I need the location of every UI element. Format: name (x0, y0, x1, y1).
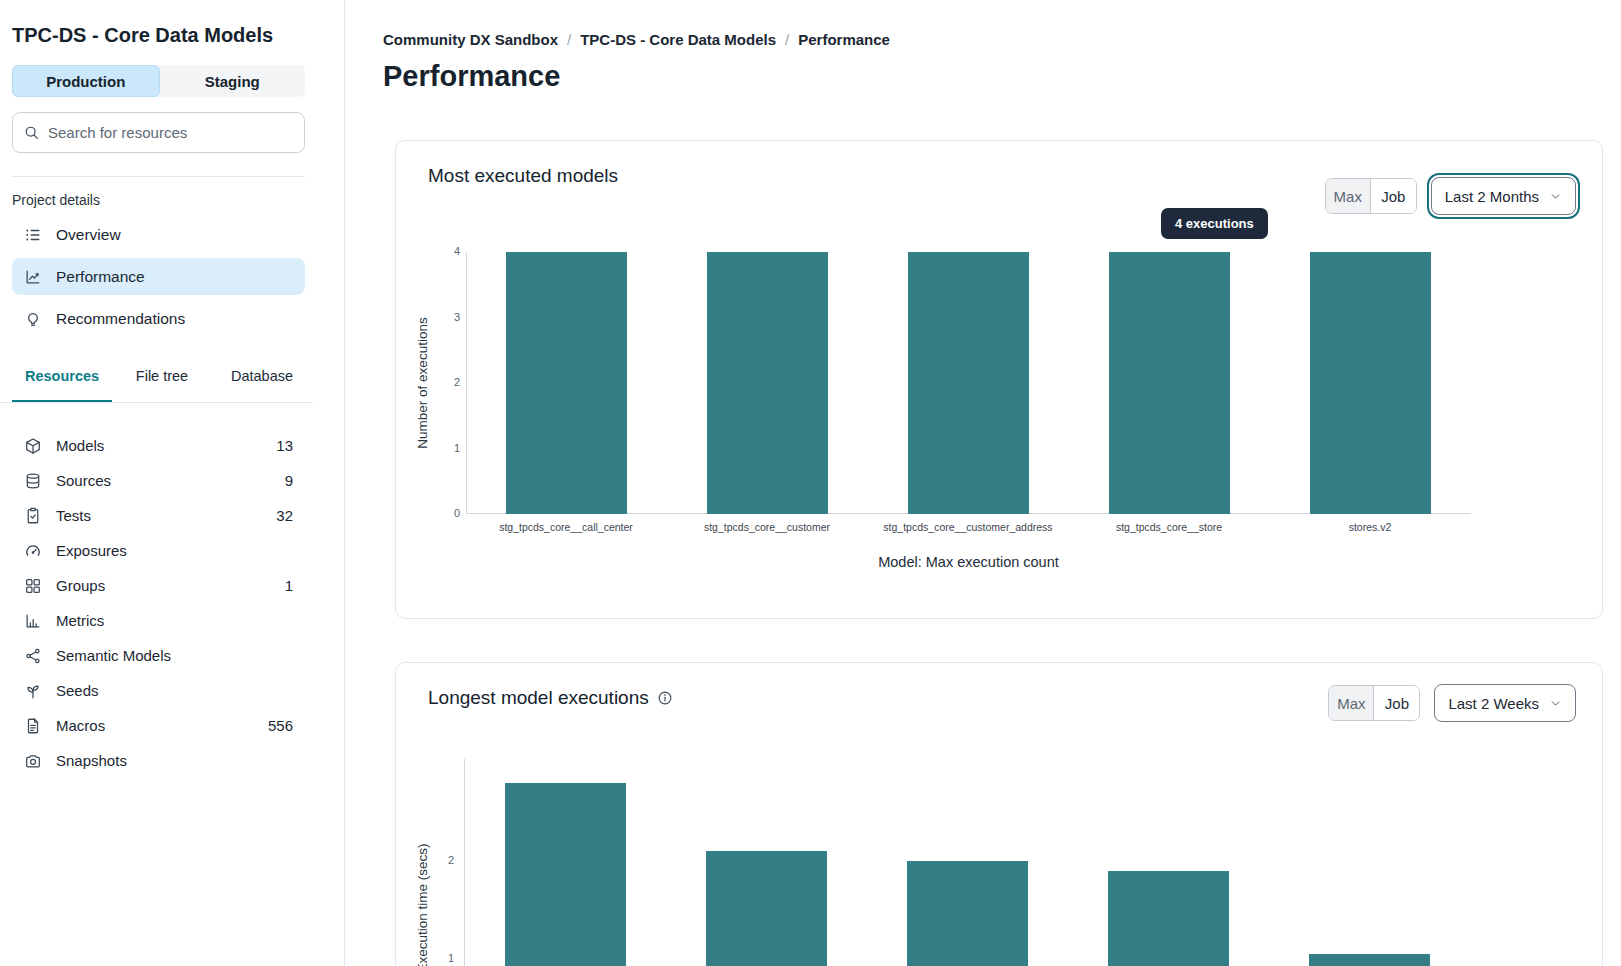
bar[interactable] (1310, 252, 1431, 514)
y-axis-label: Number of executions (415, 317, 430, 448)
bar[interactable] (908, 252, 1029, 514)
x-axis-title: Model: Max execution count (466, 554, 1471, 570)
resource-row-snapshots[interactable]: Snapshots (12, 743, 305, 778)
x-axis-category-label: stg_tpcds_core__call_center (466, 521, 667, 533)
resource-row-seeds[interactable]: Seeds (12, 673, 305, 708)
longest-model-executions-card: Longest model executions Max Job Last 2 … (395, 662, 1603, 966)
breadcrumb-separator: / (785, 31, 789, 48)
nav-item-label: Performance (56, 268, 145, 286)
file-icon (24, 717, 42, 735)
resource-row-semantic-models[interactable]: Semantic Models (12, 638, 305, 673)
resource-count: 556 (268, 717, 293, 734)
y-axis-tick: 2 (434, 376, 460, 388)
x-axis-category-label: stg_tpcds_core__customer_address (868, 521, 1069, 533)
x-axis-category-label: stg_tpcds_core__customer (667, 521, 868, 533)
breadcrumb-account[interactable]: Community DX Sandbox (383, 31, 558, 48)
breadcrumb-project[interactable]: TPC-DS - Core Data Models (580, 31, 776, 48)
grid-icon (24, 577, 42, 595)
resource-label: Models (56, 437, 262, 454)
bar[interactable] (1309, 954, 1430, 966)
resource-count: 13 (276, 437, 293, 454)
resource-count: 32 (276, 507, 293, 524)
resource-label: Sources (56, 472, 271, 489)
resource-search[interactable] (12, 112, 305, 153)
y-axis-tick: 0 (434, 507, 460, 519)
resource-label: Exposures (56, 542, 279, 559)
y-axis-tick: 4 (434, 245, 460, 257)
environment-switcher: Production Staging (12, 65, 305, 97)
divider (12, 176, 305, 177)
nav-item-recommendations[interactable]: Recommendations (12, 300, 305, 337)
sidebar: TPC-DS - Core Data Models Production Sta… (0, 0, 345, 966)
resource-row-models[interactable]: Models 13 (12, 428, 305, 463)
cube-icon (24, 437, 42, 455)
search-input[interactable] (48, 124, 294, 141)
bar[interactable] (706, 851, 827, 966)
bar-chart-icon (24, 612, 42, 630)
bar[interactable] (907, 861, 1028, 966)
most-executed-models-chart: Number of executions 0 1 2 3 4 stg_tpcds_core_… (396, 141, 1602, 618)
nav-item-performance[interactable]: Performance (12, 258, 305, 295)
nav-item-label: Overview (56, 226, 121, 244)
breadcrumb-current: Performance (798, 31, 890, 48)
y-axis-tick: 1 (428, 952, 454, 964)
project-nav: Overview Performance Recommendations (12, 216, 305, 342)
env-tab-production[interactable]: Production (12, 65, 160, 97)
search-icon (23, 124, 40, 141)
env-tab-staging[interactable]: Staging (160, 65, 306, 97)
bar-tooltip: 4 executions (1161, 208, 1268, 239)
breadcrumb-separator: / (567, 31, 571, 48)
sprout-icon (24, 682, 42, 700)
database-icon (24, 472, 42, 490)
resource-row-exposures[interactable]: Exposures (12, 533, 305, 568)
tab-file-tree[interactable]: File tree (112, 368, 212, 402)
network-icon (24, 647, 42, 665)
lightbulb-icon (24, 310, 42, 328)
resource-label: Snapshots (56, 752, 279, 769)
clipboard-icon (24, 507, 42, 525)
resource-label: Groups (56, 577, 271, 594)
resource-label: Macros (56, 717, 254, 734)
x-axis-category-label: stg_tpcds_core__store (1069, 521, 1270, 533)
line-chart-icon (24, 268, 42, 286)
bar[interactable] (1108, 871, 1229, 966)
resource-count: 9 (285, 472, 293, 489)
y-axis-tick: 3 (434, 311, 460, 323)
list-icon (24, 226, 42, 244)
breadcrumb: Community DX Sandbox / TPC-DS - Core Dat… (383, 31, 890, 48)
resource-label: Semantic Models (56, 647, 279, 664)
main-content: Community DX Sandbox / TPC-DS - Core Dat… (345, 0, 1621, 966)
resource-row-metrics[interactable]: Metrics (12, 603, 305, 638)
project-title: TPC-DS - Core Data Models (12, 24, 273, 47)
resource-row-groups[interactable]: Groups 1 (12, 568, 305, 603)
resource-label: Tests (56, 507, 262, 524)
y-axis-tick: 2 (428, 854, 454, 866)
y-axis-tick: 1 (434, 442, 460, 454)
longest-model-executions-chart: Execution time (secs)12 (396, 663, 1602, 966)
nav-item-overview[interactable]: Overview (12, 216, 305, 253)
bar[interactable] (505, 783, 626, 966)
resource-count: 1 (285, 577, 293, 594)
divider (0, 402, 313, 403)
nav-item-label: Recommendations (56, 310, 185, 328)
x-axis-category-label: stores.v2 (1270, 521, 1471, 533)
page-title: Performance (383, 60, 560, 93)
tab-resources[interactable]: Resources (12, 368, 112, 402)
camera-icon (24, 752, 42, 770)
resource-label: Seeds (56, 682, 279, 699)
resource-row-tests[interactable]: Tests 32 (12, 498, 305, 533)
bar[interactable] (1109, 252, 1230, 514)
section-label: Project details (12, 192, 100, 208)
resource-row-macros[interactable]: Macros 556 (12, 708, 305, 743)
gauge-icon (24, 542, 42, 560)
bar[interactable] (506, 252, 627, 514)
most-executed-models-card: Most executed models Max Job Last 2 Mont… (395, 140, 1603, 619)
resource-list: Models 13 Sources 9 Tests 32 Exposures G… (12, 428, 305, 778)
resource-tabs: Resources File tree Database (0, 368, 313, 402)
resource-row-sources[interactable]: Sources 9 (12, 463, 305, 498)
bar[interactable] (707, 252, 828, 514)
resource-label: Metrics (56, 612, 279, 629)
tab-database[interactable]: Database (212, 368, 312, 402)
